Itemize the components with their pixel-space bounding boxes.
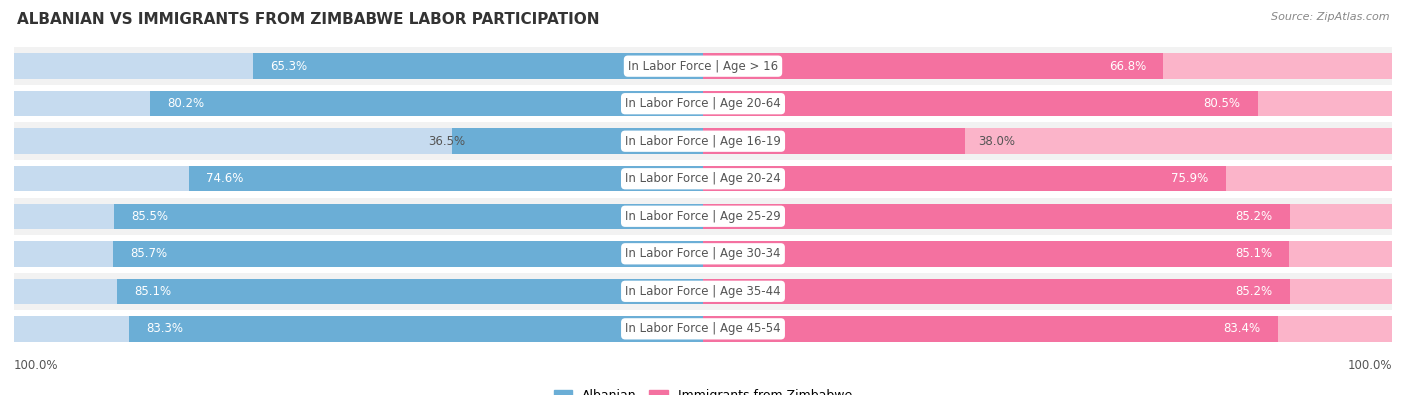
Bar (14, 310, 1392, 348)
Bar (112, 241, 703, 267)
Bar (129, 316, 703, 342)
Bar (14, 273, 1392, 310)
Text: 74.6%: 74.6% (207, 172, 243, 185)
Bar (703, 166, 1226, 192)
Text: 65.3%: 65.3% (270, 60, 308, 73)
Bar (451, 128, 703, 154)
Bar (703, 278, 1392, 304)
Bar (14, 198, 1392, 235)
Text: 85.5%: 85.5% (131, 210, 169, 223)
Bar (703, 203, 1289, 229)
Bar (703, 128, 965, 154)
Bar (14, 122, 1392, 160)
Bar (14, 85, 1392, 122)
Bar (703, 53, 1163, 79)
Bar (14, 235, 1392, 273)
Text: In Labor Force | Age 35-44: In Labor Force | Age 35-44 (626, 285, 780, 298)
Bar (117, 278, 703, 304)
Bar (14, 278, 703, 304)
Text: In Labor Force | Age > 16: In Labor Force | Age > 16 (628, 60, 778, 73)
Text: 66.8%: 66.8% (1109, 60, 1146, 73)
Text: 36.5%: 36.5% (429, 135, 465, 148)
Text: In Labor Force | Age 25-29: In Labor Force | Age 25-29 (626, 210, 780, 223)
Bar (14, 241, 703, 267)
Text: ALBANIAN VS IMMIGRANTS FROM ZIMBABWE LABOR PARTICIPATION: ALBANIAN VS IMMIGRANTS FROM ZIMBABWE LAB… (17, 12, 599, 27)
Bar (14, 47, 1392, 85)
Bar (703, 203, 1392, 229)
Bar (14, 203, 703, 229)
Bar (703, 278, 1289, 304)
Bar (188, 166, 703, 192)
Text: In Labor Force | Age 20-24: In Labor Force | Age 20-24 (626, 172, 780, 185)
Text: In Labor Force | Age 16-19: In Labor Force | Age 16-19 (626, 135, 780, 148)
Bar (14, 53, 703, 79)
Bar (14, 160, 1392, 198)
Bar (114, 203, 703, 229)
Bar (703, 91, 1392, 117)
Bar (14, 128, 703, 154)
Bar (703, 166, 1392, 192)
Text: 85.2%: 85.2% (1236, 285, 1272, 298)
Bar (703, 53, 1392, 79)
Bar (703, 128, 1392, 154)
Text: 80.5%: 80.5% (1204, 97, 1240, 110)
Text: 85.1%: 85.1% (134, 285, 172, 298)
Text: 100.0%: 100.0% (1347, 359, 1392, 372)
Legend: Albanian, Immigrants from Zimbabwe: Albanian, Immigrants from Zimbabwe (548, 384, 858, 395)
Bar (150, 91, 703, 117)
Text: In Labor Force | Age 30-34: In Labor Force | Age 30-34 (626, 247, 780, 260)
Text: 83.3%: 83.3% (146, 322, 183, 335)
Bar (14, 316, 703, 342)
Text: In Labor Force | Age 45-54: In Labor Force | Age 45-54 (626, 322, 780, 335)
Bar (253, 53, 703, 79)
Bar (703, 316, 1278, 342)
Bar (14, 91, 703, 117)
Bar (703, 91, 1257, 117)
Text: 83.4%: 83.4% (1223, 322, 1260, 335)
Text: 80.2%: 80.2% (167, 97, 205, 110)
Text: 75.9%: 75.9% (1171, 172, 1209, 185)
Text: Source: ZipAtlas.com: Source: ZipAtlas.com (1271, 12, 1389, 22)
Bar (703, 316, 1392, 342)
Text: 100.0%: 100.0% (14, 359, 59, 372)
Text: 85.1%: 85.1% (1234, 247, 1272, 260)
Bar (14, 166, 703, 192)
Text: In Labor Force | Age 20-64: In Labor Force | Age 20-64 (626, 97, 780, 110)
Text: 85.7%: 85.7% (129, 247, 167, 260)
Text: 38.0%: 38.0% (979, 135, 1015, 148)
Bar (703, 241, 1289, 267)
Bar (703, 241, 1392, 267)
Text: 85.2%: 85.2% (1236, 210, 1272, 223)
